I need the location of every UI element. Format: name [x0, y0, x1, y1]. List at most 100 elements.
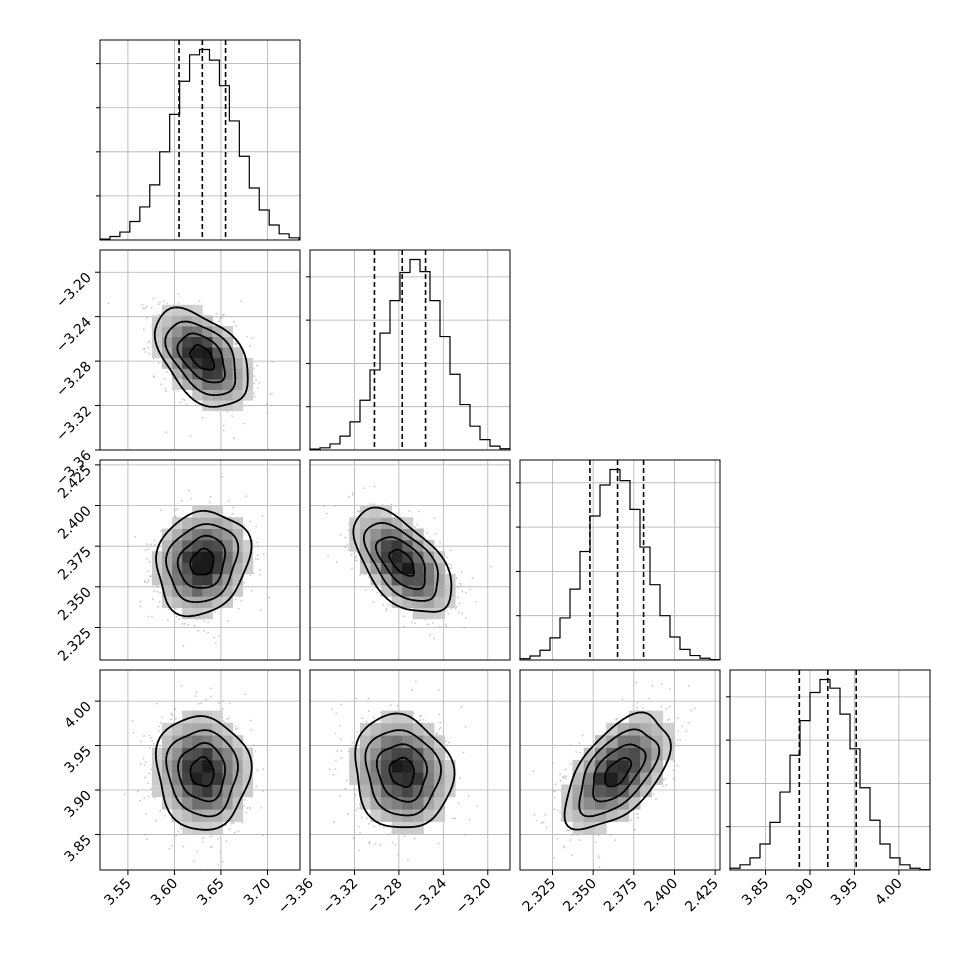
density-cell — [222, 809, 233, 822]
density-cell — [583, 796, 596, 810]
y-tick-label-p3-1: 3.90 — [61, 788, 94, 821]
density-cell — [172, 336, 183, 348]
scatter-point — [459, 584, 462, 587]
scatter-point — [340, 750, 343, 752]
scatter-point — [373, 485, 376, 488]
density-cell — [412, 735, 424, 748]
density-cell — [182, 336, 193, 348]
density-cell — [212, 735, 223, 748]
scatter-point — [175, 718, 177, 720]
density-cell — [595, 796, 607, 810]
scatter-point — [222, 429, 225, 432]
density-cell — [172, 551, 183, 563]
density-cell — [391, 772, 403, 785]
scatter-point — [334, 768, 337, 770]
density-cell — [423, 596, 435, 608]
density-cell — [232, 735, 244, 748]
density-cell — [212, 573, 223, 586]
scatter-point — [156, 591, 159, 593]
density-cell — [212, 400, 223, 412]
density-cell — [172, 368, 183, 380]
density-cell — [162, 326, 173, 337]
density-cell — [359, 528, 371, 541]
x-tick-label-p1-2: −3.28 — [364, 876, 406, 918]
scatter-point — [224, 824, 227, 827]
scatter-point — [250, 589, 253, 592]
density-cell — [162, 539, 173, 552]
scatter-point — [157, 586, 159, 589]
scatter-point — [460, 705, 463, 708]
pair-frame-p3-p2 — [519, 669, 721, 871]
density-cell — [381, 710, 392, 724]
scatter-point — [183, 622, 186, 625]
density-cell — [595, 735, 607, 748]
scatter-point — [553, 857, 556, 859]
scatter-point — [222, 720, 225, 722]
scatter-point — [544, 814, 547, 816]
density-cell — [370, 528, 382, 541]
density-cell — [222, 784, 233, 798]
scatter-point — [159, 810, 162, 813]
density-cell — [192, 347, 203, 359]
scatter-point — [240, 599, 243, 602]
scatter-point — [379, 844, 382, 846]
density-cell — [222, 368, 233, 380]
y-tick-label-p2-0: 2.325 — [55, 625, 95, 665]
scatter-point — [228, 500, 230, 502]
y-tick-label-p1-1: −3.32 — [53, 403, 95, 445]
scatter-point — [667, 719, 669, 722]
scatter-point — [139, 605, 142, 608]
scatter-point — [237, 830, 240, 833]
density-cell — [172, 315, 183, 327]
scatter-point — [355, 555, 358, 557]
density-cell — [617, 747, 630, 761]
density-cell — [381, 551, 392, 563]
hist-step-p1 — [309, 258, 511, 450]
density-cell — [182, 759, 193, 773]
density-cell — [242, 772, 254, 785]
scatter-point — [327, 555, 330, 558]
density-cell — [412, 539, 424, 552]
scatter-point — [431, 622, 434, 624]
scatter-point — [630, 819, 633, 821]
scatter-point — [223, 313, 226, 316]
density-cell — [423, 607, 435, 620]
scatter-point — [408, 510, 411, 512]
scatter-point — [160, 383, 163, 386]
scatter-point — [672, 760, 675, 762]
scatter-point — [221, 475, 223, 478]
scatter-point — [146, 317, 149, 319]
contour-level-4 — [153, 306, 249, 408]
scatter-point — [175, 834, 178, 837]
scatter-point — [615, 718, 617, 721]
x-tick-label-p2-3: 2.400 — [642, 876, 682, 916]
scatter-point — [416, 523, 419, 526]
scatter-point — [397, 853, 399, 856]
density-cell — [202, 796, 213, 810]
density-cell — [192, 304, 203, 316]
density-cell — [617, 722, 630, 736]
scatter-point — [668, 705, 671, 708]
hist-frame-p2 — [519, 459, 721, 661]
density-cell — [444, 596, 456, 608]
y-tick-label-p3-3: 4.00 — [61, 699, 94, 732]
scatter-point — [352, 837, 355, 840]
density-cell — [370, 772, 382, 785]
scatter-point — [143, 797, 146, 799]
scatter-point — [414, 622, 416, 625]
hist-frame-p1 — [309, 249, 511, 451]
density-cell — [412, 759, 424, 773]
scatter-point — [148, 746, 151, 749]
density-cell — [192, 735, 203, 748]
scatter-point — [545, 826, 548, 829]
density-cell — [192, 357, 203, 369]
density-cell — [182, 809, 193, 822]
scatter-point — [150, 575, 153, 578]
density-cell — [434, 607, 445, 620]
density-cell — [242, 357, 254, 369]
density-cell — [222, 573, 233, 586]
density-cell — [359, 784, 371, 798]
scatter-point — [676, 717, 679, 720]
density-cell — [412, 596, 424, 608]
scatter-point — [559, 811, 561, 814]
